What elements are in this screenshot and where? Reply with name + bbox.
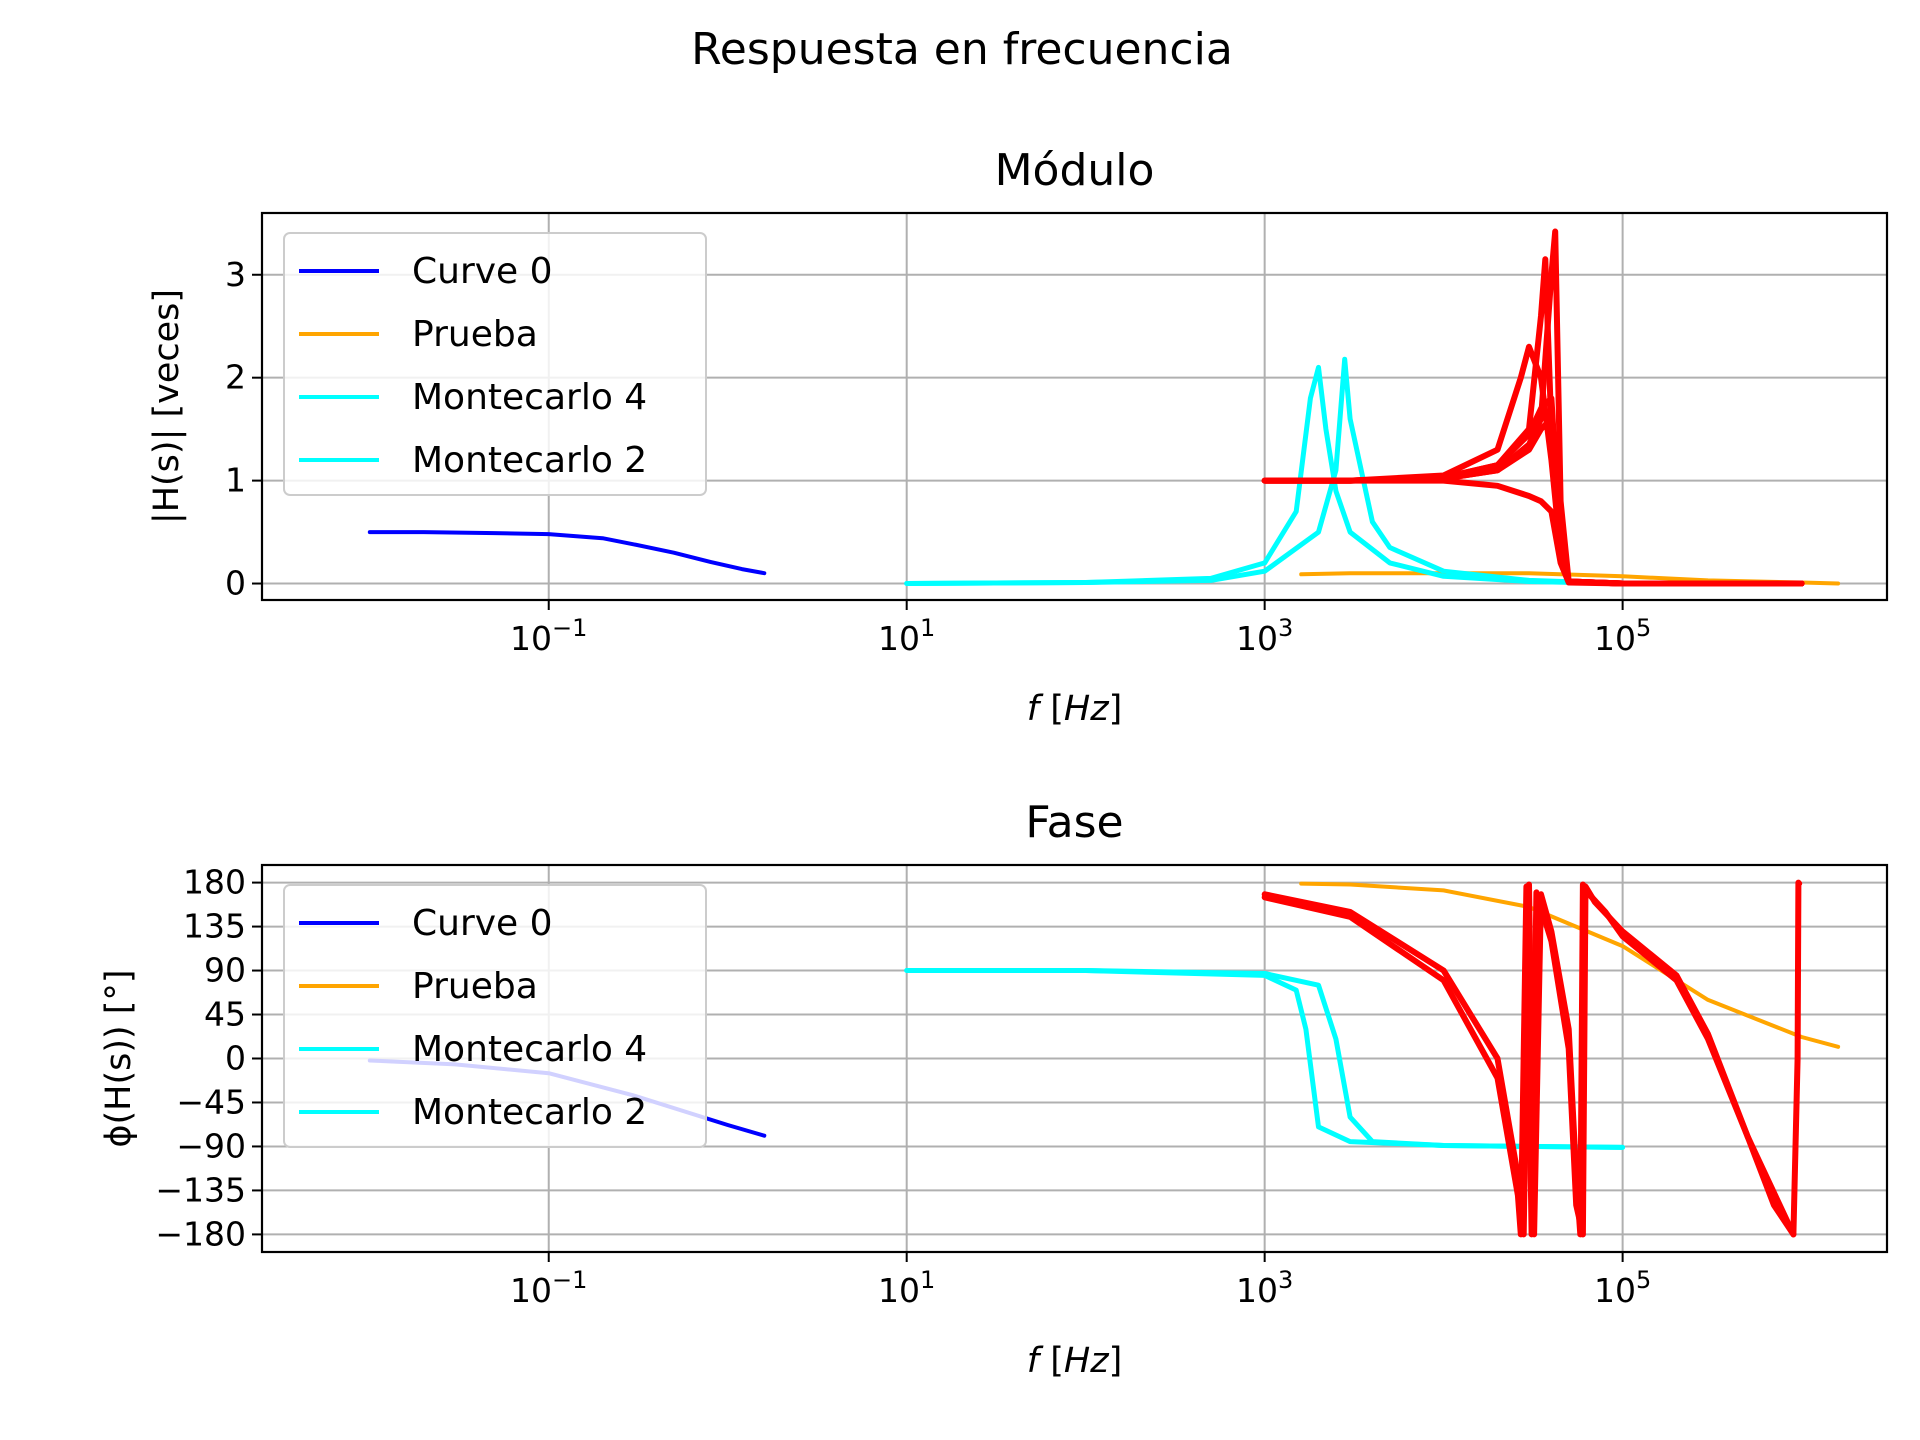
x-tick-label: 105 [1594,614,1651,658]
y-axis-label-fase: ϕ(H(s)) [°] [99,969,139,1147]
y-tick-label: 1 [225,461,246,500]
series-line-montecarlo-4 [904,364,1626,586]
y-axis-label-modulo: |H(s)| [veces] [147,289,187,524]
subplot-title-fase: Fase [1025,797,1123,848]
legend-entry-label: Montecarlo 4 [412,377,647,418]
subplot-fase: Fase 10−1 101 103 105 180 135 90 45 0 −45 −90 −135 −1… [99,797,1889,1381]
series-line-unlabeled-6 [1261,395,1805,587]
series-line-unlabeled-9 [1261,228,1805,587]
y-tick-label: 2 [225,358,246,397]
series-line-curve-0 [367,530,767,576]
series-line-montecarlo-2 [904,968,1626,1150]
legend-entry-label: Montecarlo 2 [412,1092,647,1133]
y-tick-label: 90 [204,951,246,990]
y-tick-label: 0 [225,564,246,603]
y-tick-label: −45 [176,1082,246,1121]
y-tick-label: −90 [176,1126,246,1165]
x-axis-label-modulo: f [Hz] [1027,689,1122,729]
series-line-unlabeled-4 [1261,477,1805,587]
axes-frame-fase [260,863,1889,1254]
legend-entry-label: Montecarlo 2 [412,440,647,481]
legend-entry-label: Curve 0 [412,903,553,944]
series-line-montecarlo-2 [904,356,1626,586]
x-tick-label: 103 [1236,1266,1293,1310]
series-line-unlabeled-5 [1261,883,1797,1238]
series-line-unlabeled-5 [1261,415,1805,587]
y-tick-label: 180 [183,863,246,902]
x-tick-label: 103 [1236,614,1293,658]
series-group-modulo [367,228,1841,587]
y-tick-label: 3 [225,255,246,294]
x-tick-label: 10−1 [510,1266,587,1310]
legend-box [283,232,707,496]
subplot-modulo: Módulo 10−1 101 103 105 0 1 2 3 Curve 0 Prueba Mont… [147,145,1889,729]
x-tick-label: 101 [878,1266,935,1310]
series-line-prueba [1299,881,1841,1049]
x-tick-label: 10−1 [510,614,587,658]
legend-entry-label: Montecarlo 4 [412,1029,647,1070]
y-tick-label: −135 [155,1170,246,1209]
axes-frame-modulo [260,211,1889,602]
legend-box [283,884,707,1148]
x-tick-label: 101 [878,614,935,658]
legend-fase: Curve 0 Prueba Montecarlo 4 Montecarlo 2 [283,884,707,1148]
y-tick-label: 0 [225,1039,246,1078]
legend-entry-label: Prueba [412,314,538,355]
legend-entry-label: Prueba [412,966,538,1007]
x-tick-label: 105 [1594,1266,1651,1310]
legend-entry-label: Curve 0 [412,251,553,292]
x-axis-label-fase: f [Hz] [1027,1341,1122,1381]
figure-suptitle: Respuesta en frecuencia [691,24,1233,75]
y-tick-label: 45 [204,995,246,1034]
y-tick-label: −180 [155,1214,246,1253]
y-tick-label: 135 [183,907,246,946]
legend-modulo: Curve 0 Prueba Montecarlo 4 Montecarlo 2 [283,232,707,496]
subplot-title-modulo: Módulo [995,145,1155,196]
